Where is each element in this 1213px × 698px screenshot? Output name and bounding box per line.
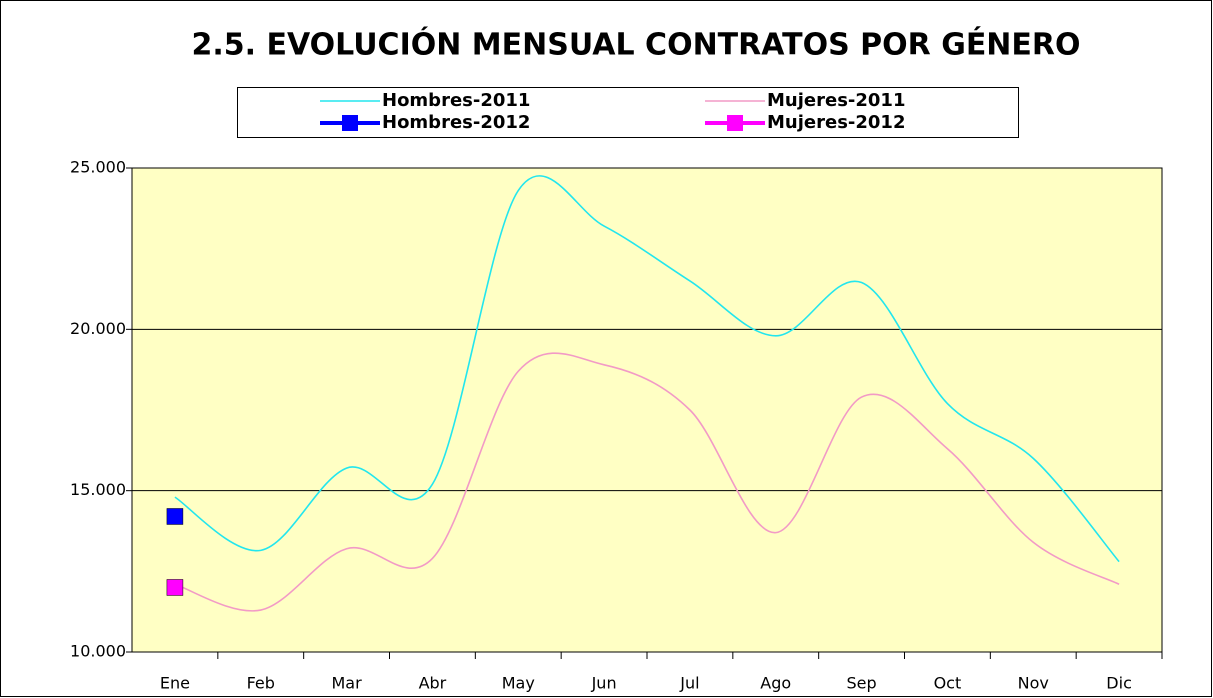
chart-title: 2.5. EVOLUCIÓN MENSUAL CONTRATOS POR GÉN… (191, 26, 1080, 63)
marker (166, 579, 184, 596)
x-tick-label: Abr (419, 674, 447, 693)
line-series (174, 175, 1120, 563)
x-tick-label: Mar (331, 674, 362, 693)
x-tick-label: Oct (934, 674, 962, 693)
x-tick-label: Ene (160, 674, 190, 693)
legend (237, 87, 1019, 138)
y-tick-label: 10.000 (70, 642, 126, 661)
legend-marker (342, 115, 358, 131)
legend-label: Hombres-2012 (382, 112, 530, 133)
legend-marker (727, 115, 743, 131)
y-tick-label: 25.000 (70, 158, 126, 177)
plot-area (131, 167, 1163, 653)
legend-label: Hombres-2011 (382, 90, 530, 111)
x-tick-label: Dic (1106, 674, 1132, 693)
x-tick-label: Feb (247, 674, 275, 693)
legend-label: Mujeres-2012 (767, 112, 905, 133)
x-tick-label: Ago (760, 674, 791, 693)
x-tick-label: Jul (679, 674, 699, 693)
y-tick-label: 15.000 (70, 480, 126, 499)
x-tick-label: Nov (1018, 674, 1049, 693)
y-tick-label: 20.000 (70, 319, 126, 338)
x-tick-label: Sep (847, 674, 877, 693)
legend-label: Mujeres-2011 (767, 90, 905, 111)
x-tick-label: May (502, 674, 535, 693)
marker (166, 508, 184, 525)
line-series (174, 352, 1120, 612)
x-tick-label: Jun (591, 674, 617, 693)
